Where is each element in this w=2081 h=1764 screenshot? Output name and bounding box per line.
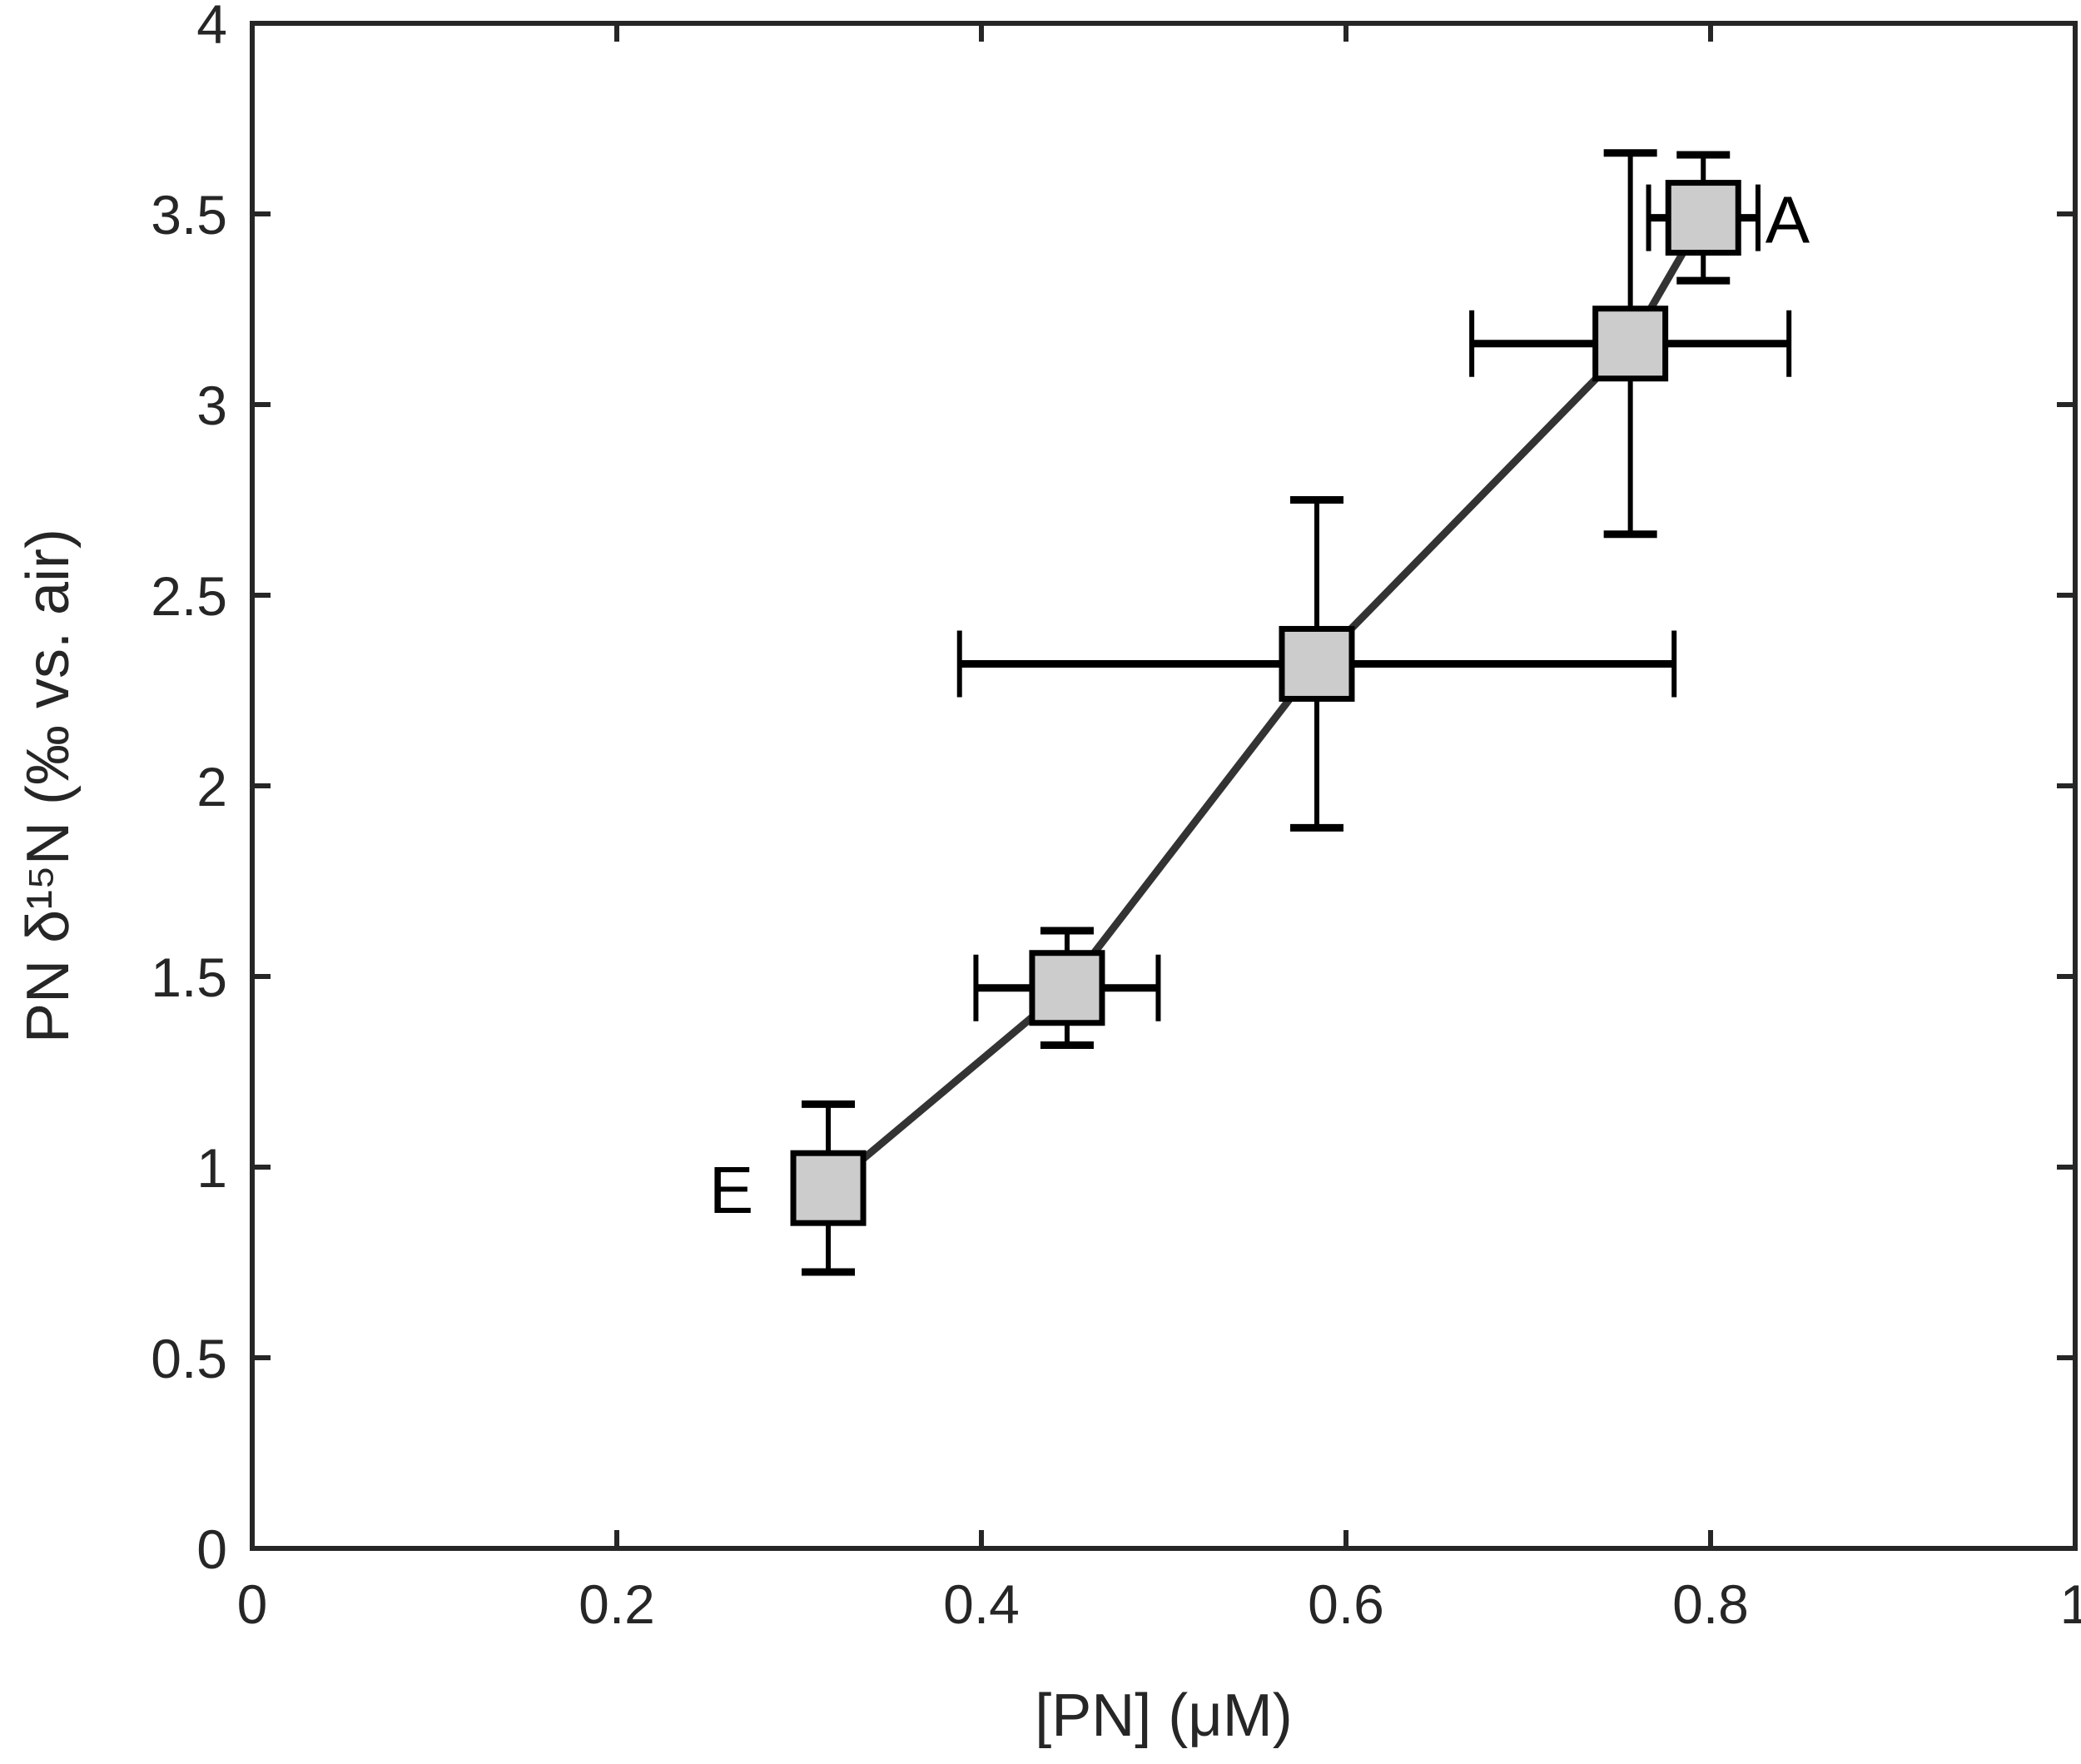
y-tick-label: 4: [196, 0, 227, 55]
y-axis-ticks: 0 0.5 1 1.5 2 2.5 3 3.5 4: [151, 0, 2075, 1580]
x-tick-label: 0.8: [1672, 1573, 1749, 1635]
x-axis-label: [PN] (μM): [1035, 1682, 1292, 1749]
annotation-a: A: [1766, 183, 1810, 257]
y-tick-label: 3.5: [151, 184, 227, 246]
x-tick-label: 1: [2060, 1573, 2081, 1635]
y-tick-label: 0: [196, 1518, 227, 1580]
connecting-line: [826, 216, 1707, 1191]
y-axis-label: PN δ¹⁵N (‰ vs. air): [15, 529, 82, 1043]
x-tick-label: 0.6: [1308, 1573, 1384, 1635]
x-axis-ticks: 0 0.2 0.4 0.6 0.8 1: [237, 23, 2081, 1635]
data-markers: [790, 180, 1741, 1226]
y-tick-label: 2: [196, 756, 227, 817]
y-tick-label: 3: [196, 375, 227, 436]
y-tick-label: 0.5: [151, 1328, 227, 1389]
x-tick-label: 0.2: [579, 1573, 655, 1635]
square-marker: [1592, 306, 1669, 382]
y-tick-label: 1.5: [151, 947, 227, 1008]
data-line: [826, 216, 1707, 1191]
point-annotations: AE: [709, 183, 1810, 1228]
annotation-e: E: [709, 1153, 753, 1227]
y-tick-label: 2.5: [151, 565, 227, 627]
y-tick-label: 1: [196, 1137, 227, 1199]
square-marker: [790, 1150, 867, 1226]
square-marker: [1279, 625, 1355, 702]
x-tick-label: 0: [237, 1573, 268, 1635]
square-marker: [1029, 950, 1105, 1026]
x-tick-label: 0.4: [943, 1573, 1020, 1635]
square-marker: [1665, 180, 1741, 256]
